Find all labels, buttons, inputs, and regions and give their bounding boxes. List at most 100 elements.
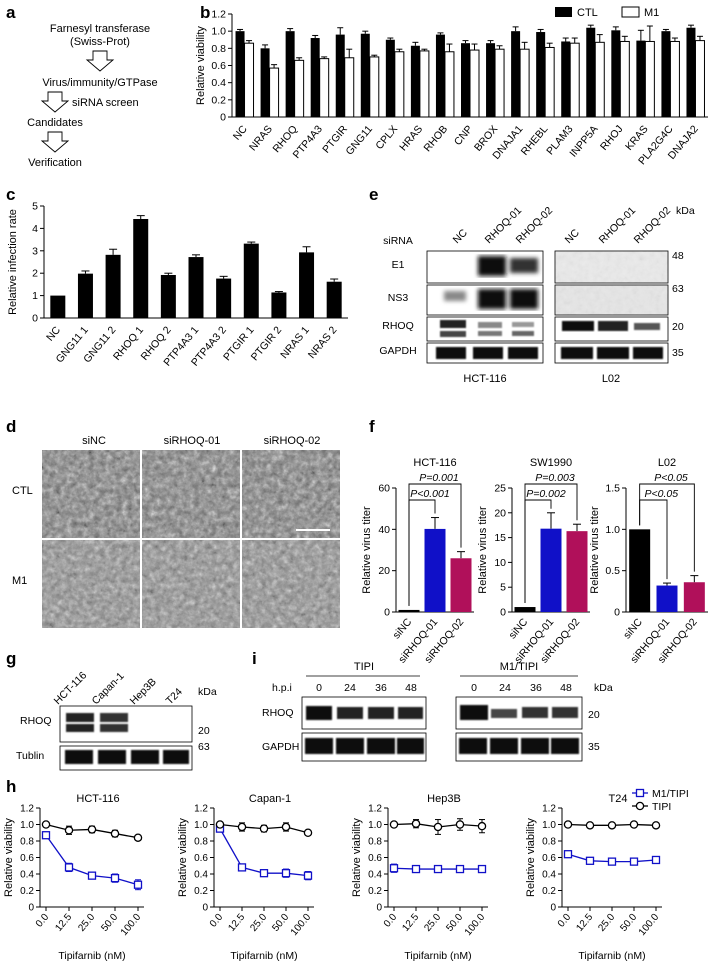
bar: [424, 528, 446, 612]
panel-g: HCT-116 Capan-1 Hep3B T24 kDa RHOQ Tubli…: [16, 669, 217, 771]
bar-m1: [644, 40, 655, 118]
p-value-label: P=0.003: [535, 472, 575, 484]
x-tick-label: siNC: [390, 616, 414, 641]
data-point: [259, 824, 269, 833]
blot-cell-label: L02: [602, 373, 620, 385]
x-tick-label: NRAS 1: [278, 324, 312, 361]
x-tick-label: 100.0: [119, 912, 144, 939]
y-tick-label: 1.2: [194, 804, 208, 815]
y-tick-label: 0.6: [20, 853, 34, 864]
series-line: [219, 828, 309, 877]
hpi-time: 36: [375, 682, 387, 694]
panel-label-e: e: [369, 185, 378, 204]
hpi-label: h.p.i: [272, 682, 292, 694]
bar-ctl: [235, 31, 245, 118]
bar-m1: [419, 50, 430, 118]
kda-label: kDa: [676, 205, 695, 217]
kda-marker: 20: [198, 725, 210, 737]
bar-m1: [594, 41, 605, 118]
bar: [105, 254, 121, 318]
bar-ctl: [636, 40, 646, 117]
data-point: [303, 871, 313, 880]
y-tick-label: 0.4: [211, 77, 226, 89]
legend-label-m1tipi: M1/TIPI: [652, 788, 689, 800]
y-tick-label: 0: [28, 903, 34, 914]
panel-label-d: d: [6, 417, 16, 436]
x-tick-label: 0.0: [208, 912, 226, 930]
data-point: [563, 820, 573, 829]
y-axis-label: Relative viability: [351, 818, 363, 897]
bar-m1: [369, 56, 380, 118]
panel-d: siNC siRHOQ-01 siRHOQ-02 CTL M1: [12, 435, 340, 628]
micro-row-label: CTL: [12, 485, 33, 497]
bar-m1: [394, 51, 405, 118]
y-tick-label: 15: [494, 532, 506, 544]
y-tick-label: 0: [500, 607, 506, 619]
flow-step-4: Verification: [28, 157, 82, 169]
x-tick-label: HRAS: [397, 123, 425, 153]
blot-lane-label: T24: [164, 686, 185, 707]
x-axis-label: Tipifarnib (nM): [58, 950, 125, 961]
x-tick-label: RHOB: [422, 123, 451, 154]
bar-m1: [544, 46, 555, 118]
data-point: [563, 850, 573, 859]
bar-m1: [494, 48, 505, 118]
x-tick-label: siNC: [506, 616, 530, 641]
data-point: [281, 869, 291, 878]
kda-marker: 63: [672, 283, 684, 295]
y-tick-label: 0.8: [542, 837, 556, 848]
micrograph: [142, 540, 240, 628]
blot-header: siRNA: [383, 235, 413, 247]
data-point: [607, 821, 617, 830]
y-tick-label: 1.0: [542, 820, 556, 831]
y-tick-label: 2: [32, 268, 38, 280]
bar-m1: [319, 58, 330, 118]
bar: [514, 607, 536, 612]
panel-label-g: g: [6, 649, 16, 668]
data-point: [629, 857, 639, 866]
x-tick-label: RHEBL: [519, 123, 551, 158]
significance-bracket: [408, 499, 436, 606]
down-arrow-icon: [40, 91, 70, 113]
y-tick-label: 0.8: [368, 837, 382, 848]
blot-row-label: GAPDH: [262, 741, 299, 753]
data-point: [477, 821, 487, 831]
data-point: [477, 864, 487, 874]
x-tick-label: CPLX: [373, 123, 400, 152]
down-arrow-icon: [85, 50, 115, 72]
x-tick-label: NC: [231, 123, 250, 143]
panel-label-i: i: [252, 649, 257, 668]
data-point: [411, 864, 421, 874]
y-tick-label: 3: [32, 245, 38, 257]
bar-ctl: [586, 27, 596, 117]
data-point: [629, 820, 639, 829]
data-point: [455, 864, 465, 874]
blot-row-label: NS3: [388, 292, 409, 304]
micro-row-label: M1: [12, 575, 27, 587]
bar: [629, 529, 651, 612]
hpi-time: 24: [344, 682, 356, 694]
x-tick-label: 100.0: [637, 912, 662, 939]
bar: [77, 273, 93, 318]
kda-marker: 35: [672, 347, 684, 359]
bar: [216, 278, 232, 318]
blot-group-label: M1/TIPI: [500, 661, 539, 673]
y-axis-label: Relative viability: [3, 818, 15, 897]
data-point: [237, 863, 247, 872]
y-axis-label: Relative viability: [195, 26, 207, 105]
data-point: [237, 822, 247, 832]
blot-row-label: Tublin: [16, 750, 44, 762]
x-tick-label: 12.5: [226, 912, 247, 934]
significance-bracket: [639, 499, 668, 580]
bar-ctl: [536, 32, 546, 117]
bar-ctl: [410, 45, 420, 118]
bar-ctl: [486, 43, 496, 117]
y-tick-label: 0: [376, 903, 382, 914]
data-point: [41, 820, 51, 829]
bar: [683, 582, 705, 612]
bar: [160, 274, 176, 318]
y-tick-label: 0.6: [194, 853, 208, 864]
